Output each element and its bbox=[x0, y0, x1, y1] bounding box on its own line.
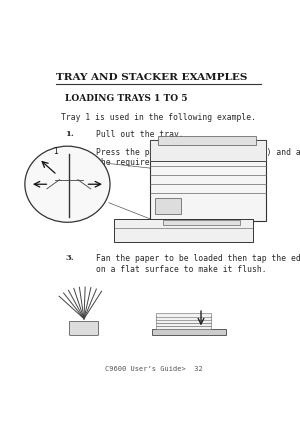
Text: Fan the paper to be loaded then tap the edges of the stack
on a flat surface to : Fan the paper to be loaded then tap the … bbox=[96, 253, 300, 273]
FancyBboxPatch shape bbox=[152, 330, 226, 336]
Text: Pull out the tray.: Pull out the tray. bbox=[96, 130, 183, 139]
Circle shape bbox=[25, 147, 110, 223]
FancyBboxPatch shape bbox=[156, 320, 211, 323]
Text: C9600 User’s Guide>  32: C9600 User’s Guide> 32 bbox=[105, 365, 202, 371]
FancyBboxPatch shape bbox=[155, 199, 181, 215]
FancyBboxPatch shape bbox=[156, 317, 211, 320]
Text: 1.: 1. bbox=[65, 130, 74, 138]
FancyBboxPatch shape bbox=[158, 136, 256, 146]
FancyBboxPatch shape bbox=[114, 219, 253, 242]
Text: 2.: 2. bbox=[65, 147, 74, 155]
FancyBboxPatch shape bbox=[156, 323, 211, 326]
FancyBboxPatch shape bbox=[156, 314, 211, 317]
FancyBboxPatch shape bbox=[69, 322, 99, 336]
Text: TRAY AND STACKER EXAMPLES: TRAY AND STACKER EXAMPLES bbox=[56, 72, 247, 81]
FancyBboxPatch shape bbox=[156, 326, 211, 330]
Text: LOADING TRAYS 1 TO 5: LOADING TRAYS 1 TO 5 bbox=[65, 94, 188, 103]
FancyBboxPatch shape bbox=[163, 221, 240, 225]
FancyBboxPatch shape bbox=[150, 141, 266, 162]
Text: 1: 1 bbox=[53, 147, 58, 156]
FancyBboxPatch shape bbox=[150, 141, 266, 222]
Text: 3.: 3. bbox=[65, 253, 74, 262]
Text: Press the paper rear stopper tab (1) and adjust the tab to
the required paper si: Press the paper rear stopper tab (1) and… bbox=[96, 147, 300, 167]
Text: Tray 1 is used in the following example.: Tray 1 is used in the following example. bbox=[61, 113, 256, 122]
